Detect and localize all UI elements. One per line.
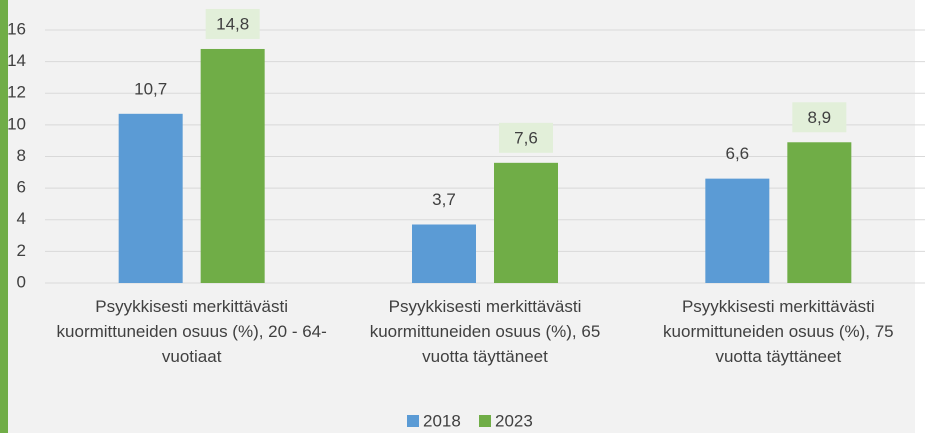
value-label: 6,6 bbox=[726, 144, 750, 163]
x-tick-label: Psyykkisesti merkittävästi kuormittuneid… bbox=[369, 297, 601, 366]
value-label-box bbox=[792, 102, 847, 133]
y-tick-label: 2 bbox=[17, 241, 26, 260]
legend-label: 2018 bbox=[423, 411, 461, 430]
y-tick-label: 4 bbox=[17, 209, 26, 228]
value-label-box bbox=[499, 122, 553, 153]
value-label: 14,8 bbox=[216, 14, 249, 33]
value-label-box bbox=[205, 8, 260, 39]
y-tick-label: 8 bbox=[17, 146, 26, 165]
value-label: 10,7 bbox=[134, 79, 167, 98]
bar bbox=[494, 162, 558, 283]
bar bbox=[705, 178, 770, 283]
value-label: 8,9 bbox=[808, 108, 832, 127]
value-label: 7,6 bbox=[514, 128, 538, 147]
x-tick-label: Psyykkisesti merkittävästi kuormittuneid… bbox=[56, 297, 327, 366]
y-tick-label: 14 bbox=[7, 51, 26, 70]
accent-strip bbox=[0, 0, 8, 433]
value-label: 3,7 bbox=[432, 190, 456, 209]
legend-swatch bbox=[407, 415, 419, 427]
y-tick-label: 10 bbox=[7, 114, 26, 133]
legend-swatch bbox=[479, 415, 491, 427]
y-tick-label: 16 bbox=[7, 19, 26, 38]
y-tick-label: 12 bbox=[7, 83, 26, 102]
legend-label: 2023 bbox=[495, 411, 533, 430]
bar bbox=[412, 224, 476, 283]
y-tick-label: 0 bbox=[17, 272, 26, 291]
y-tick-label: 6 bbox=[17, 178, 26, 197]
x-tick-label: Psyykkisesti merkittävästi kuormittuneid… bbox=[663, 297, 894, 366]
bar bbox=[200, 48, 265, 283]
bar bbox=[118, 113, 183, 284]
bar bbox=[787, 142, 852, 283]
